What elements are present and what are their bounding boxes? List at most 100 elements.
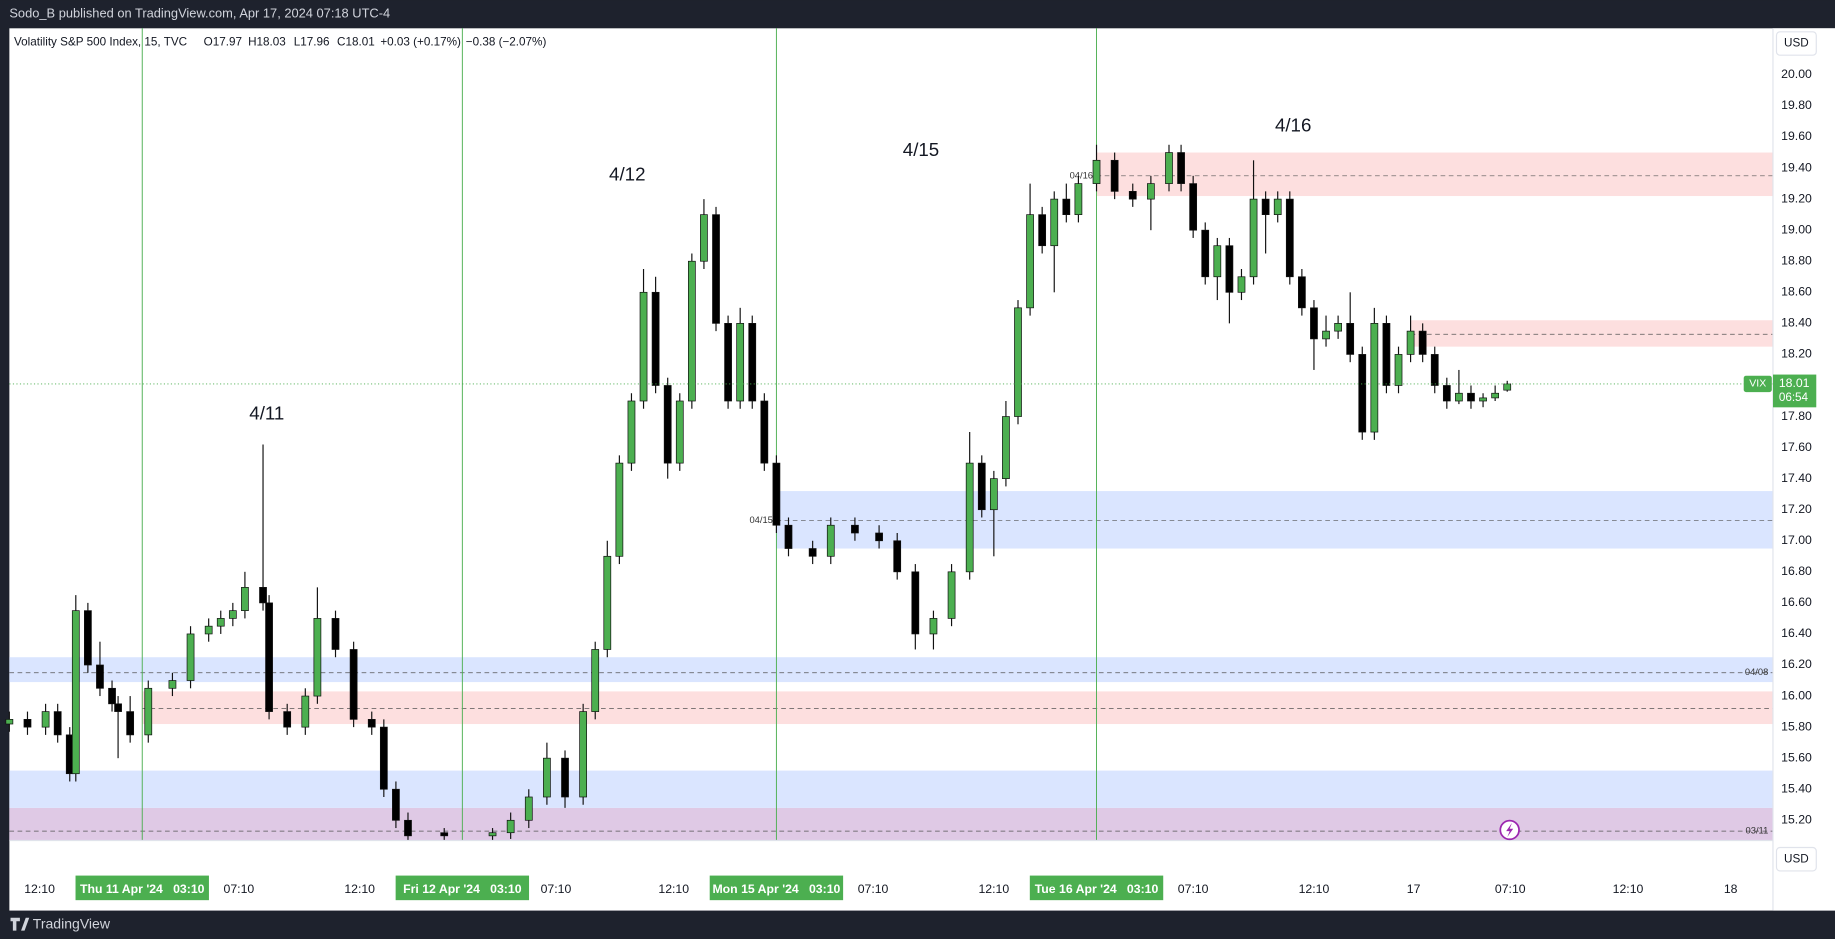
candle-body	[663, 385, 672, 464]
x-tick-label: 17	[1407, 882, 1421, 896]
candle-body	[724, 323, 732, 402]
zone-label: 04/08	[1745, 667, 1768, 677]
candle-body	[947, 571, 956, 619]
y-tick-label: 17.60	[1781, 440, 1812, 454]
x-tick-label: 07:10	[1495, 882, 1526, 896]
candle-body	[506, 819, 515, 834]
candle-body	[1201, 229, 1210, 278]
candle-body	[977, 462, 986, 511]
candle-body	[313, 618, 322, 697]
candle-body	[1394, 354, 1403, 386]
y-tick-label: 16.20	[1781, 657, 1812, 671]
y-tick-label: 17.00	[1781, 533, 1812, 547]
y-tick-label: 18.80	[1781, 253, 1812, 267]
currency-button[interactable]	[1775, 31, 1817, 56]
candle-body	[760, 400, 769, 464]
y-tick-label: 16.40	[1781, 626, 1812, 640]
x-tick-label: Mon 15 Apr '24 03:10	[712, 882, 840, 896]
x-tick-label: 12:10	[1299, 882, 1330, 896]
legend-close: C18.01	[337, 35, 375, 48]
candle-body	[1479, 397, 1487, 402]
candle-body	[1147, 183, 1155, 200]
candle-body	[1298, 276, 1306, 309]
candle-body	[524, 796, 533, 821]
currency-label-bottom: USD	[1784, 852, 1809, 865]
y-tick-label: 15.40	[1781, 781, 1812, 795]
candle-body	[1430, 354, 1439, 386]
zone-label: 04/16	[1070, 170, 1093, 180]
candle-body	[1038, 214, 1047, 247]
symbol-tag	[1743, 375, 1772, 393]
candle-body	[911, 571, 920, 635]
session-badge	[395, 875, 530, 901]
x-tick-label: 07:10	[224, 882, 255, 896]
candle-body	[204, 625, 213, 635]
zone	[776, 491, 1773, 549]
candle-body	[1050, 198, 1059, 247]
candle-body	[1225, 245, 1234, 293]
candle-body	[1213, 245, 1222, 278]
y-tick-label: 18.20	[1781, 347, 1812, 361]
symbol-tag-label: VIX	[1749, 378, 1766, 390]
candle-body	[639, 291, 648, 402]
candle-body	[216, 618, 225, 627]
logo	[10, 917, 30, 931]
zone	[9, 807, 1773, 841]
candle-body	[84, 610, 92, 666]
candle-body	[875, 532, 883, 542]
x-tick-label: 12:10	[658, 882, 689, 896]
candle-body	[826, 524, 835, 557]
candle-body	[1002, 416, 1010, 480]
x-tick-label: Tue 16 Apr '24 03:10	[1035, 882, 1159, 896]
candle-body	[1322, 330, 1330, 340]
candle-body	[1062, 198, 1071, 216]
candle-body	[404, 819, 412, 837]
candle-body	[1285, 198, 1294, 278]
y-tick-label: 19.20	[1781, 191, 1812, 205]
legend-change: +0.03 (+0.17%)	[380, 35, 461, 48]
annotation: 4/15	[903, 139, 939, 160]
candle-body	[1026, 214, 1034, 309]
y-tick-label: 18.60	[1781, 285, 1812, 299]
candle-body	[561, 757, 569, 798]
candle-body	[259, 587, 267, 604]
candle-body	[283, 711, 292, 728]
candle-body	[23, 719, 32, 728]
y-tick-label: 19.40	[1781, 160, 1812, 174]
candle-body	[1442, 385, 1451, 402]
candle-body	[186, 633, 195, 681]
candle-body	[1418, 330, 1427, 355]
x-tick-label: 12:10	[1613, 882, 1644, 896]
alert-bolt	[1506, 822, 1514, 837]
candle-body	[712, 214, 720, 324]
zone	[9, 770, 1773, 808]
legend-high: H18.03	[248, 35, 286, 48]
x-tick-label: 07:10	[1178, 882, 1209, 896]
candle-body	[108, 687, 116, 705]
zone	[1410, 320, 1773, 347]
candle-body	[591, 649, 600, 712]
x-tick-label: 07:10	[541, 882, 572, 896]
y-tick-label: 15.60	[1781, 750, 1812, 764]
x-tick-label: Fri 12 Apr '24 03:10	[403, 882, 522, 896]
candle-body	[989, 478, 998, 511]
x-tick-label: 12:10	[344, 882, 375, 896]
candle-body	[241, 587, 249, 611]
currency-button-bottom[interactable]	[1775, 846, 1817, 872]
x-tick-label: Thu 11 Apr '24 03:10	[80, 882, 205, 896]
y-tick-label: 19.60	[1781, 129, 1812, 143]
candle-body	[893, 540, 902, 573]
zone-label: 03/11	[1746, 826, 1769, 836]
session-badge	[1029, 875, 1164, 901]
y-tick-label: 15.80	[1781, 719, 1812, 733]
plot: 03/11 04/08 04/15 04/16	[5, 28, 1773, 841]
y-tick-label: 16.80	[1781, 564, 1812, 578]
candle-body	[784, 524, 793, 549]
y-tick-label: 19.00	[1781, 222, 1812, 236]
currency-label: USD	[1784, 37, 1809, 50]
candle-body	[1491, 392, 1500, 399]
candle-body	[1110, 159, 1119, 192]
candle-body	[440, 832, 449, 837]
